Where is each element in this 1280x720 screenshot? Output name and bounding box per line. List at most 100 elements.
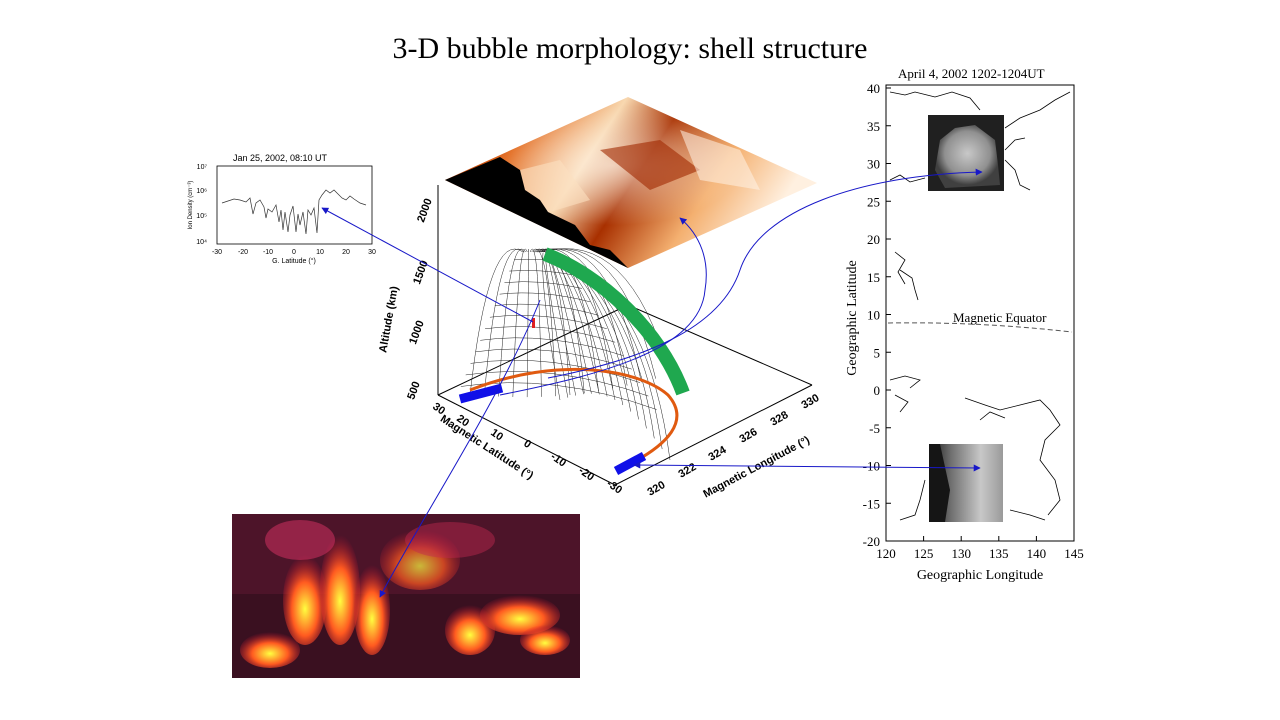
arrow-to-heatmap (499, 217, 707, 396)
mlat-tick-5: -10 (548, 451, 568, 470)
ion-plot-xlabel: G. Latitude (°) (272, 257, 316, 265)
mlon-tick-4: 326 (738, 426, 760, 446)
alt-tick-1000: 1000 (407, 319, 427, 346)
mesh-line (499, 292, 591, 303)
mesh-line (465, 371, 649, 397)
mag-lat-ticks: 30 20 10 0 -10 -20 -30 (430, 401, 624, 497)
map-title: April 4, 2002 1202-1204UT (898, 66, 1045, 81)
map-xtick: 120 (876, 546, 896, 561)
density-heatmap (445, 97, 817, 268)
ion-density-trace (221, 189, 367, 235)
mesh-line (544, 253, 569, 398)
altitude-axis-label: Altitude (km) (377, 285, 401, 354)
arrow-to-allsky-north (547, 168, 983, 379)
map-y-ticks: 40 35 30 25 20 15 10 5 0 -5 -10 -15 -20 (863, 81, 891, 549)
map-ytick: 5 (874, 345, 881, 360)
map-xtick: 145 (1064, 546, 1084, 561)
mesh-line (504, 281, 582, 289)
connector-arrows (321, 168, 983, 598)
ion-density-plot: Jan 25, 2002, 08:10 UT Ion Density (cm⁻³… (188, 153, 376, 265)
mag-lat-axis-label: Magnetic Latitude (°) (438, 413, 536, 482)
alt-tick-1500: 1500 (411, 259, 431, 286)
map-ytick: -20 (863, 534, 880, 549)
altitude-ticks: 500 1000 1500 2000 (405, 197, 435, 401)
mlon-tick-2: 322 (677, 461, 699, 481)
ion-plot-title: Jan 25, 2002, 08:10 UT (233, 153, 328, 163)
mesh-line (485, 326, 616, 343)
footprint-south (613, 452, 647, 475)
ion-plot-ylabel: Ion Density (cm⁻³) (188, 181, 194, 230)
mesh-line (542, 252, 561, 401)
magnetic-equator-label: Magnetic Equator (953, 310, 1047, 325)
alt-tick-2000: 2000 (415, 197, 435, 224)
map-xtick: 135 (989, 546, 1009, 561)
map-ytick: 15 (867, 270, 880, 285)
mesh-line (531, 248, 556, 397)
map-ytick: -5 (869, 421, 880, 436)
map-ytick: 25 (867, 194, 880, 209)
map-ytick: -15 (863, 496, 880, 511)
bubble-wire-mesh (460, 248, 671, 461)
ion-xtick-1: -30 (212, 249, 222, 256)
mlon-tick-3: 324 (707, 444, 730, 464)
mlon-tick-1: 320 (646, 479, 668, 499)
mesh-line (532, 248, 571, 396)
magnetic-equator-line (887, 322, 1073, 333)
mesh-line (509, 270, 574, 276)
mesh-line (572, 262, 671, 461)
mlat-tick-1: 30 (430, 401, 447, 418)
mesh-line (512, 248, 528, 397)
ion-xtick-4: 0 (292, 249, 296, 256)
map-ylabel: Geographic Latitude (845, 260, 860, 375)
heatmap-masked-region (445, 157, 628, 268)
mlon-tick-6: 330 (800, 392, 822, 412)
arrow-to-ion-plot (321, 207, 534, 323)
map-ytick: 40 (867, 81, 880, 96)
mag-lon-axis-label: Magnetic Longitude (°) (701, 434, 812, 500)
mesh-line (475, 348, 632, 370)
map-ytick: 0 (874, 383, 881, 398)
map-panel: April 4, 2002 1202-1204UT 40 35 30 25 20 15 10… (845, 66, 1084, 583)
map-xtick: 130 (951, 546, 971, 561)
mesh-line (480, 337, 624, 356)
map-ytick: 10 (867, 308, 880, 323)
arrow-to-airglow (379, 299, 541, 598)
map-ytick: 35 (867, 119, 880, 134)
map-xtick: 140 (1027, 546, 1047, 561)
mlon-tick-5: 328 (769, 409, 791, 429)
mesh-line (489, 315, 607, 330)
ion-ytick-4: 10⁴ (196, 239, 207, 246)
ion-xtick-5: 10 (316, 249, 324, 256)
alt-tick-500: 500 (405, 380, 423, 401)
mesh-line (526, 248, 529, 398)
ion-xtick-3: -10 (263, 249, 273, 256)
mlat-tick-2: 20 (454, 413, 471, 430)
airglow-image (232, 514, 580, 678)
map-x-ticks: 120 125 130 135 140 145 (876, 536, 1084, 561)
map-ytick: 30 (867, 157, 880, 172)
mesh-line (498, 248, 527, 397)
ion-xtick-6: 20 (342, 249, 350, 256)
ion-ytick-3: 10⁵ (196, 213, 207, 220)
map-xtick: 125 (914, 546, 934, 561)
footprint-north (458, 383, 504, 404)
mlat-tick-6: -20 (576, 465, 596, 484)
green-shell-band (542, 247, 690, 396)
map-xlabel: Geographic Longitude (917, 568, 1043, 583)
satellite-track-marker (532, 318, 535, 328)
ion-ytick-2: 10⁶ (196, 188, 207, 195)
airglow-plumes (240, 520, 570, 668)
mlat-tick-7: -30 (604, 478, 624, 497)
ion-ytick-1: 10⁷ (197, 164, 208, 171)
arrow-to-allsky-south (633, 461, 981, 472)
mesh-line (494, 303, 599, 316)
mesh-line (529, 248, 542, 397)
map-ytick: -10 (863, 459, 880, 474)
ion-xtick-2: -20 (238, 249, 248, 256)
mesh-line (470, 359, 641, 383)
slide-title: 3-D bubble morphology: shell structure (392, 32, 868, 65)
mesh-line (469, 248, 524, 396)
ion-xtick-7: 30 (368, 249, 376, 256)
